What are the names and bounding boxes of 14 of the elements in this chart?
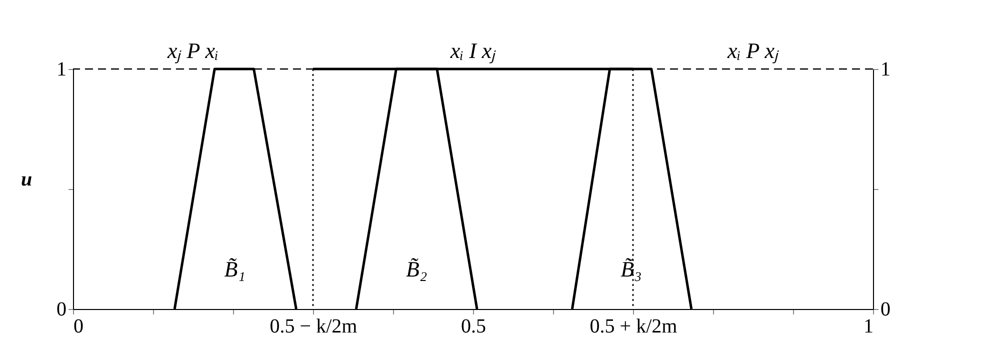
x-tick-label: 0.5 − k/2m <box>270 316 358 338</box>
annotation: B̃₃ <box>620 256 642 282</box>
annotation: B̃₂ <box>406 256 428 282</box>
x-tick-label: 0 <box>74 316 84 338</box>
x-tick-label: 0.5 <box>461 316 486 338</box>
annotation: B̃₁ <box>224 256 246 282</box>
x-tick-label: 1 <box>864 316 874 338</box>
y2-tick-label: 0 <box>880 298 890 320</box>
text: xᵢ P xⱼ <box>726 38 780 64</box>
text: xⱼ P xᵢ <box>166 38 219 64</box>
text: xᵢ I xⱼ <box>449 38 497 64</box>
y2-tick-label: 1 <box>880 58 890 80</box>
y-axis-title: u <box>20 168 32 190</box>
x-tick-label: 0.5 + k/2m <box>590 316 678 338</box>
